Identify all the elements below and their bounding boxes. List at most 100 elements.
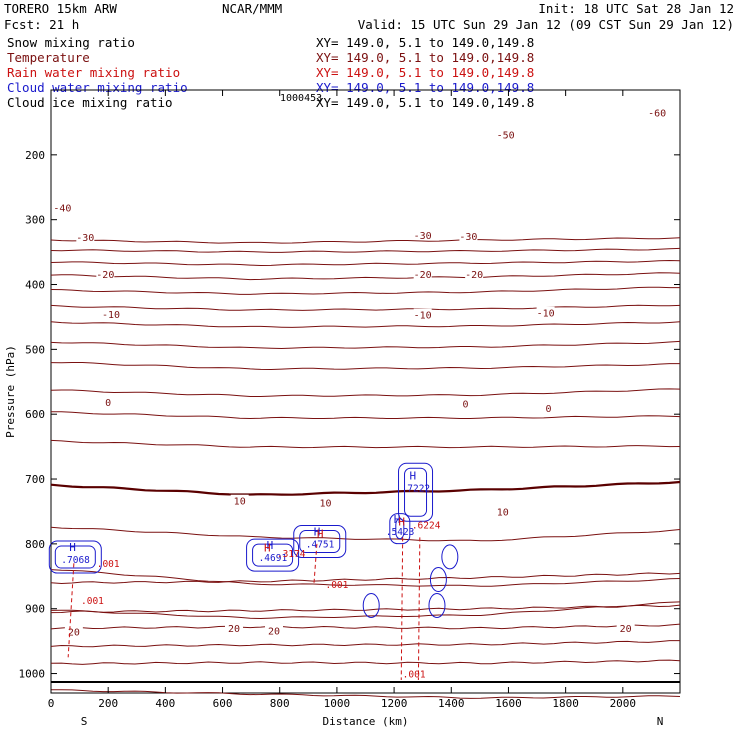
- cloud-water-max-value: .4691: [259, 553, 288, 564]
- cloud-water-contour: [362, 592, 380, 618]
- isotherm-label: 20: [620, 624, 632, 635]
- cloud-water-contour: [428, 592, 446, 618]
- cloud-water-contour: [246, 538, 300, 572]
- cloud-water-contour: [54, 545, 96, 569]
- rain-label: .001: [325, 580, 348, 591]
- isotherm-line: [50, 640, 680, 648]
- cloud-water-max-marker: H: [267, 539, 274, 552]
- y-tick-label: 600: [25, 408, 45, 421]
- isotherm-label-bg: [76, 230, 95, 242]
- isotherm-label: 10: [234, 497, 246, 508]
- plot-frame: [50, 89, 681, 694]
- isotherm-label: -50: [497, 130, 515, 141]
- isotherm-label-bg: [456, 397, 475, 409]
- isotherm-label-bg: [53, 201, 72, 213]
- y-axis-label: Pressure (hPa): [4, 345, 17, 438]
- isotherm-label: 20: [228, 624, 240, 635]
- isotherm-line: [50, 286, 680, 295]
- isotherm-line: [50, 237, 681, 244]
- isotherm-line: [50, 340, 681, 350]
- isotherm-label: -30: [76, 233, 94, 244]
- isotherm-label: -20: [96, 270, 114, 281]
- isotherm-label: 10: [497, 508, 509, 519]
- x-tick-label: 200: [98, 697, 118, 710]
- isotherm-label: 10: [319, 499, 331, 510]
- cloud-water-max-marker: H: [410, 470, 417, 483]
- cloud-water-contour: [389, 513, 411, 545]
- isotherm-label-bg: [64, 625, 83, 637]
- rain-max-marker: H: [398, 516, 405, 529]
- rain-label: .001: [97, 559, 120, 570]
- legend-label: Snow mixing ratio: [7, 35, 135, 50]
- cloud-water-contour: [404, 467, 428, 517]
- cloud-water-max-marker: H: [394, 513, 401, 526]
- x-tick-label: 0: [48, 697, 55, 710]
- cloud-water-contour: [429, 567, 447, 593]
- cloud-water-max-value: .5423: [386, 527, 415, 538]
- rain-label: .001: [403, 669, 426, 680]
- isotherm-line: [50, 272, 681, 281]
- cloud-water-contour: [395, 518, 405, 540]
- isotherm-label-bg: [496, 128, 515, 140]
- isotherm-line: [50, 604, 681, 614]
- rain-contour: [417, 537, 421, 681]
- isotherm-line: [50, 259, 681, 267]
- rain-max-marker: H: [317, 527, 324, 540]
- isotherm-line: [50, 689, 681, 699]
- rain-contour: [400, 537, 404, 681]
- isotherm-label-bg: [99, 396, 118, 408]
- isotherm-line: [50, 480, 681, 496]
- isotherm-line: [50, 572, 681, 585]
- isotherm-label: -10: [537, 309, 555, 320]
- x-tick-label: 400: [155, 697, 175, 710]
- isotherm-label: -40: [53, 204, 71, 215]
- isotherm-line: [50, 321, 681, 328]
- isotherm-line: [50, 659, 681, 665]
- x-tick-label: 800: [270, 697, 290, 710]
- isotherm-label-bg: [102, 307, 121, 319]
- isotherm-label-bg: [459, 230, 478, 242]
- isotherm-label-bg: [230, 494, 249, 506]
- x-tick-label: 1200: [381, 697, 408, 710]
- isotherm-label: -10: [102, 310, 120, 321]
- cloud-water-max-marker: H: [69, 541, 76, 554]
- snow-max-label: 1000453: [280, 93, 322, 104]
- legend-label: Rain water mixing ratio: [7, 65, 180, 80]
- isotherm-line: [50, 304, 681, 311]
- x-axis-label: Distance (km): [322, 715, 408, 728]
- isotherm-label-bg: [96, 267, 115, 279]
- y-tick-label: 800: [25, 538, 45, 551]
- header-valid: Valid: 15 UTC Sun 29 Jan 12 (09 CST Sun …: [358, 17, 734, 32]
- cloud-water-contour: [299, 529, 341, 553]
- isotherm-line: [50, 601, 681, 620]
- x-tick-label: 1400: [438, 697, 465, 710]
- x-tick-label: 1000: [324, 697, 351, 710]
- isotherm-label-bg: [465, 267, 484, 279]
- isotherm-line: [50, 388, 681, 397]
- isotherm-line: [50, 623, 681, 630]
- y-tick-label: 900: [25, 603, 45, 616]
- cloud-water-max-value: .7222: [402, 484, 431, 495]
- cloud-water-max-value: .7068: [61, 555, 90, 566]
- y-tick-label: 1000: [19, 668, 46, 681]
- y-tick-label: 300: [25, 214, 45, 227]
- isotherm-label-bg: [224, 621, 243, 633]
- isotherm-label: 20: [268, 626, 280, 637]
- isotherm-line: [50, 526, 681, 542]
- y-tick-label: 500: [25, 343, 45, 356]
- legend-range: XY= 149.0, 5.1 to 149.0,149.8: [316, 35, 534, 50]
- x-tick-label: 2000: [610, 697, 637, 710]
- cloud-water-max-value: .4751: [306, 539, 335, 550]
- legend-range: XY= 149.0, 5.1 to 149.0,149.8: [316, 50, 534, 65]
- endpoint-right: N: [657, 715, 664, 728]
- y-tick-label: 200: [25, 149, 45, 162]
- legend-label: Cloud ice mixing ratio: [7, 95, 173, 110]
- isotherm-label-bg: [265, 624, 284, 636]
- isotherm-label-bg: [536, 306, 555, 318]
- header-center: NCAR/MMM: [222, 1, 282, 16]
- rain-max-marker: H: [264, 542, 271, 555]
- isotherm-line: [50, 569, 681, 587]
- y-tick-label: 400: [25, 279, 45, 292]
- isotherm-label-bg: [493, 505, 512, 517]
